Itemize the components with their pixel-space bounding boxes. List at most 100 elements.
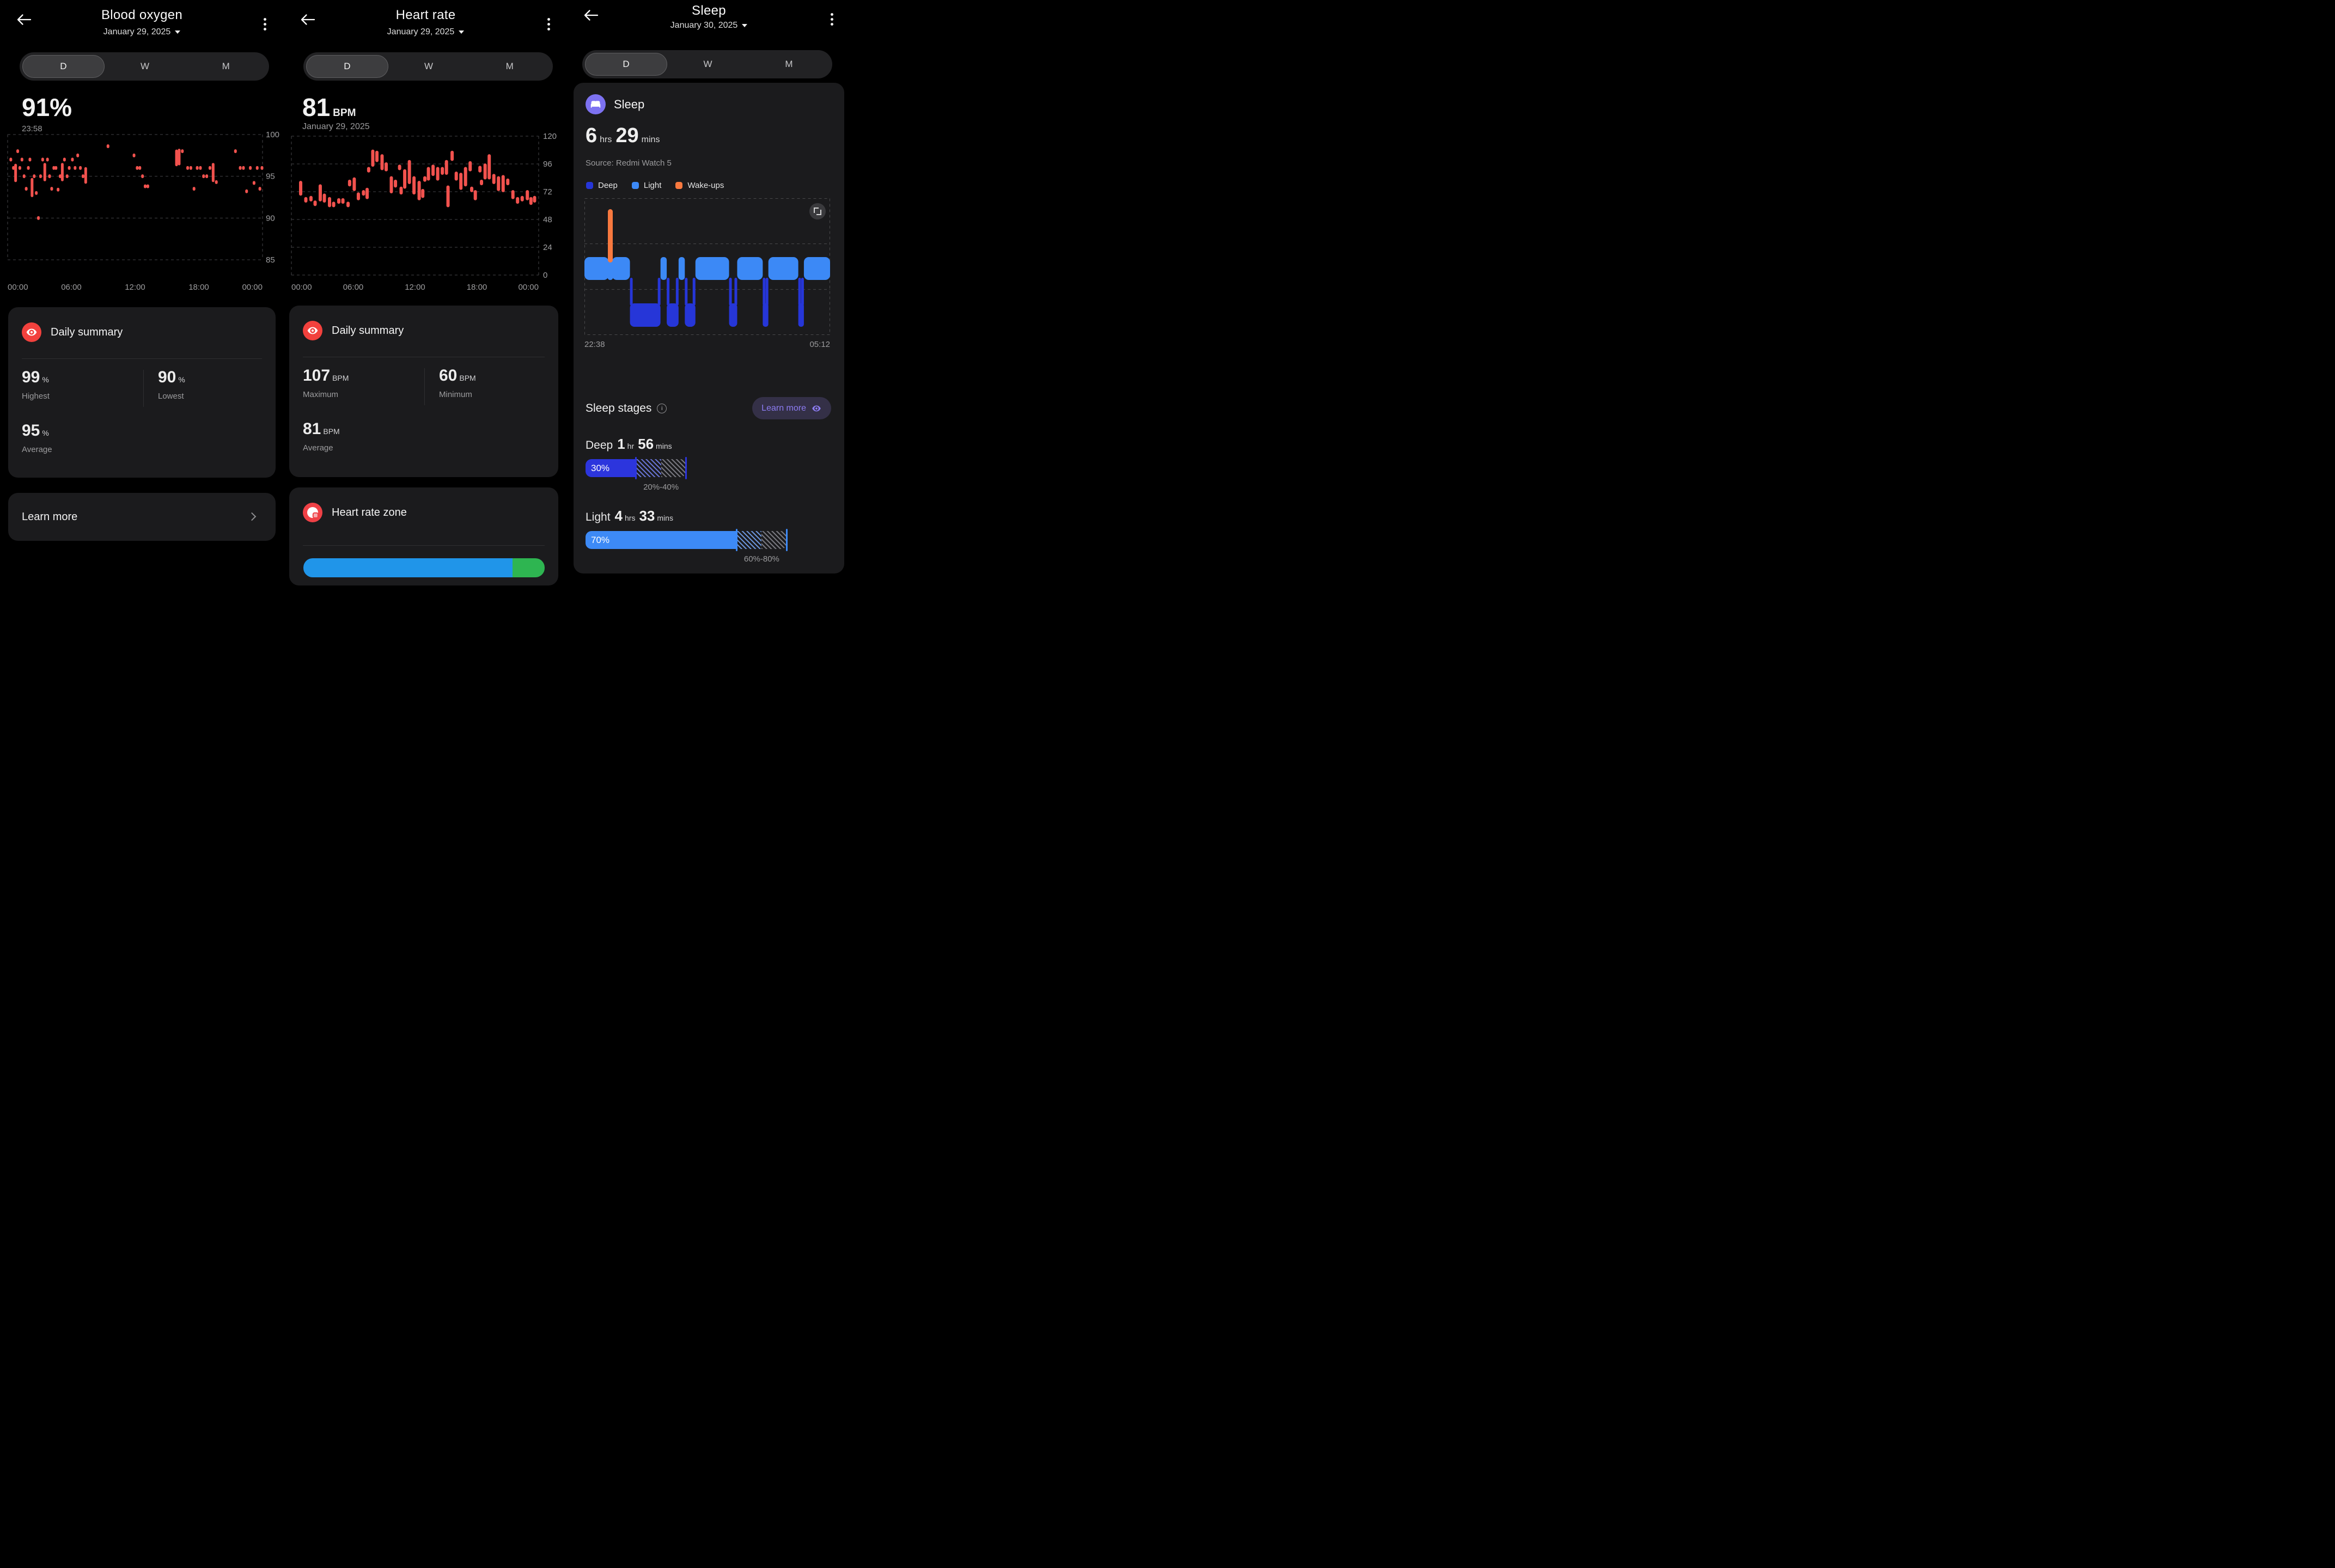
tab-w[interactable]: W bbox=[424, 61, 434, 71]
summary-stat-maximum: 107 BPM Maximum bbox=[303, 367, 349, 399]
date-label: January 30, 2025 bbox=[670, 21, 738, 30]
svg-text:72: 72 bbox=[543, 187, 552, 197]
svg-text:100: 100 bbox=[266, 131, 279, 139]
zone-segment-weight-loss bbox=[513, 558, 545, 577]
summary-stat-average: 95% Average bbox=[22, 422, 52, 454]
summary-stat-lowest: 90% Lowest bbox=[158, 368, 185, 401]
heart-rate-zone-card: Heart rate zone bbox=[289, 487, 558, 585]
current-time: 23:58 bbox=[22, 124, 42, 133]
svg-text:00:00: 00:00 bbox=[291, 283, 312, 292]
svg-text:18:00: 18:00 bbox=[188, 283, 209, 292]
card-title: Heart rate zone bbox=[332, 506, 407, 518]
legend-item-deep: Deep bbox=[586, 181, 618, 190]
summary-stat-highest: 99% Highest bbox=[22, 368, 50, 401]
back-icon[interactable] bbox=[583, 9, 600, 23]
sleep-stage-row-deep: Deep 1 hr 56 mins 30% 20%-40% bbox=[586, 436, 687, 492]
divider bbox=[22, 358, 262, 359]
zone-segment-light-intensity bbox=[303, 558, 513, 577]
svg-text:00:00: 00:00 bbox=[242, 283, 263, 292]
svg-text:120: 120 bbox=[543, 132, 557, 141]
page-title: Heart rate bbox=[395, 8, 456, 22]
eye-icon bbox=[812, 405, 821, 411]
bed-icon bbox=[586, 94, 606, 114]
chevron-down-icon bbox=[742, 24, 748, 27]
svg-text:85: 85 bbox=[266, 255, 275, 265]
svg-text:48: 48 bbox=[543, 215, 552, 224]
current-value: 91% bbox=[22, 93, 72, 121]
sleep-start-time: 22:38 bbox=[584, 340, 605, 349]
sleep-stage-row-light: Light 4 hrs 33 mins 70% 60%-80% bbox=[586, 508, 788, 564]
chevron-down-icon bbox=[175, 30, 181, 34]
blood-oxygen-chart[interactable]: 100 95 90 85 00:00 06:00 12:00 18:00 00:00 bbox=[0, 131, 284, 294]
date-selector[interactable]: January 29, 2025 bbox=[284, 27, 568, 37]
tab-w[interactable]: W bbox=[703, 59, 712, 69]
more-menu-icon[interactable] bbox=[830, 10, 834, 29]
sleep-stages-chart[interactable] bbox=[584, 198, 830, 335]
legend-item-wake-ups: Wake-ups bbox=[675, 181, 724, 190]
learn-more-row[interactable]: Learn more bbox=[8, 493, 276, 541]
back-icon[interactable] bbox=[16, 13, 33, 27]
expand-icon[interactable] bbox=[809, 203, 826, 219]
section-title: Sleep stages bbox=[586, 402, 652, 414]
summary-stat-average: 81 BPM Average bbox=[303, 420, 340, 453]
legend-swatch bbox=[675, 182, 683, 189]
date-label: January 29, 2025 bbox=[387, 27, 455, 36]
svg-text:18:00: 18:00 bbox=[467, 283, 487, 292]
svg-text:24: 24 bbox=[543, 243, 552, 252]
sleep-legend: Deep Light Wake-ups bbox=[586, 181, 724, 190]
info-icon[interactable]: i bbox=[657, 404, 667, 413]
more-menu-icon[interactable] bbox=[263, 15, 267, 34]
tab-m[interactable]: M bbox=[222, 61, 230, 71]
legend-swatch bbox=[586, 182, 593, 189]
svg-text:00:00: 00:00 bbox=[518, 283, 539, 292]
legend-item-light: Light bbox=[631, 181, 661, 190]
date-label: January 29, 2025 bbox=[103, 27, 171, 36]
sleep-screen: Sleep January 30, 2025 D W M Sleep 6 hrs 29 m… bbox=[567, 0, 851, 573]
tab-d[interactable]: D bbox=[306, 55, 388, 78]
legend-swatch bbox=[631, 182, 639, 189]
divider bbox=[303, 545, 545, 546]
divider bbox=[424, 368, 425, 405]
stage-label: Deep 1 hr 56 mins bbox=[586, 436, 672, 452]
tab-d[interactable]: D bbox=[22, 55, 105, 78]
svg-text:96: 96 bbox=[543, 160, 552, 169]
tab-w[interactable]: W bbox=[140, 61, 150, 71]
divider bbox=[143, 370, 144, 407]
card-title: Sleep bbox=[614, 97, 645, 111]
chevron-right-icon bbox=[247, 512, 257, 521]
more-menu-icon[interactable] bbox=[546, 15, 551, 34]
page-title: Blood oxygen bbox=[101, 8, 183, 22]
heart-rate-screen: Heart rate January 29, 2025 D W M 81 BPM Ja… bbox=[284, 0, 568, 585]
eye-target-icon bbox=[22, 322, 41, 342]
blood-oxygen-screen: Blood oxygen January 29, 2025 D W M 91% 23… bbox=[0, 0, 284, 573]
tab-d[interactable]: D bbox=[585, 53, 667, 76]
chevron-down-icon bbox=[459, 30, 465, 34]
svg-text:00:00: 00:00 bbox=[8, 283, 28, 292]
eye-target-icon bbox=[303, 321, 322, 340]
card-title: Daily summary bbox=[51, 326, 123, 338]
svg-text:90: 90 bbox=[266, 213, 275, 223]
date-selector[interactable]: January 29, 2025 bbox=[0, 27, 284, 37]
stage-progress-bar: 30% bbox=[586, 457, 687, 479]
daily-summary-card: Daily summary 99% Highest 90% Lowest 95% Aver… bbox=[8, 307, 276, 478]
svg-text:0: 0 bbox=[543, 271, 547, 280]
sleep-end-time: 05:12 bbox=[809, 340, 830, 349]
stage-label: Light 4 hrs 33 mins bbox=[586, 508, 673, 524]
page-title: Sleep bbox=[692, 3, 726, 18]
learn-more-button[interactable]: Learn more bbox=[752, 397, 831, 419]
heart-rate-chart[interactable]: 120 96 72 48 24 0 00:00 06:00 12:00 18:00 00:00 bbox=[284, 131, 568, 294]
current-value: 81 BPM bbox=[302, 93, 356, 121]
date-selector[interactable]: January 30, 2025 bbox=[567, 21, 851, 30]
tab-m[interactable]: M bbox=[505, 61, 514, 71]
sleep-card: Sleep 6 hrs 29 mins Source: Redmi Watch 5 D… bbox=[574, 83, 844, 573]
data-source: Source: Redmi Watch 5 bbox=[586, 158, 672, 168]
back-icon[interactable] bbox=[300, 13, 316, 27]
tab-m[interactable]: M bbox=[785, 59, 793, 69]
sleep-duration: 6 hrs 29 mins bbox=[586, 124, 660, 147]
recommended-range-label: 20%-40% bbox=[643, 483, 679, 492]
card-title: Daily summary bbox=[332, 324, 404, 337]
current-date-caption: January 29, 2025 bbox=[302, 122, 370, 131]
